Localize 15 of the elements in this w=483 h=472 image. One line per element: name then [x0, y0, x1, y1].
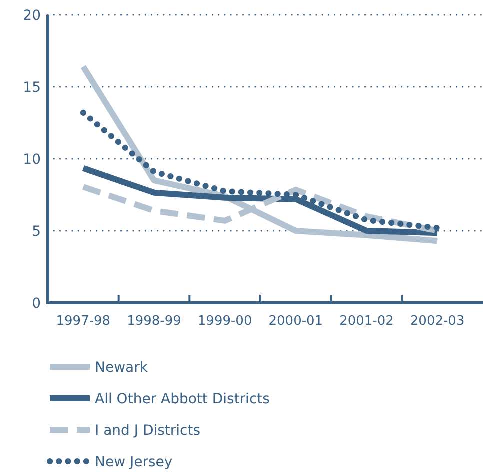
x-tick-label: 2000-01 [268, 314, 324, 329]
y-tick-label: 5 [32, 224, 41, 240]
x-tick-label: 2002-03 [410, 314, 465, 329]
x-tick-label: 1997-98 [56, 314, 111, 329]
x-tick-label: 2001-02 [340, 314, 394, 329]
legend-label: All Other Abbott Districts [95, 391, 270, 408]
legend-label: I and J Districts [95, 422, 201, 439]
legend-label: New Jersey [95, 454, 173, 470]
y-tick-label: 15 [23, 80, 41, 96]
y-tick-label: 20 [23, 8, 41, 24]
y-tick-label: 10 [23, 152, 41, 168]
x-tick-label: 1998-99 [127, 314, 182, 329]
legend-label: Newark [95, 360, 149, 376]
x-tick-label: 1999-00 [198, 314, 252, 329]
y-tick-label: 0 [32, 296, 41, 312]
